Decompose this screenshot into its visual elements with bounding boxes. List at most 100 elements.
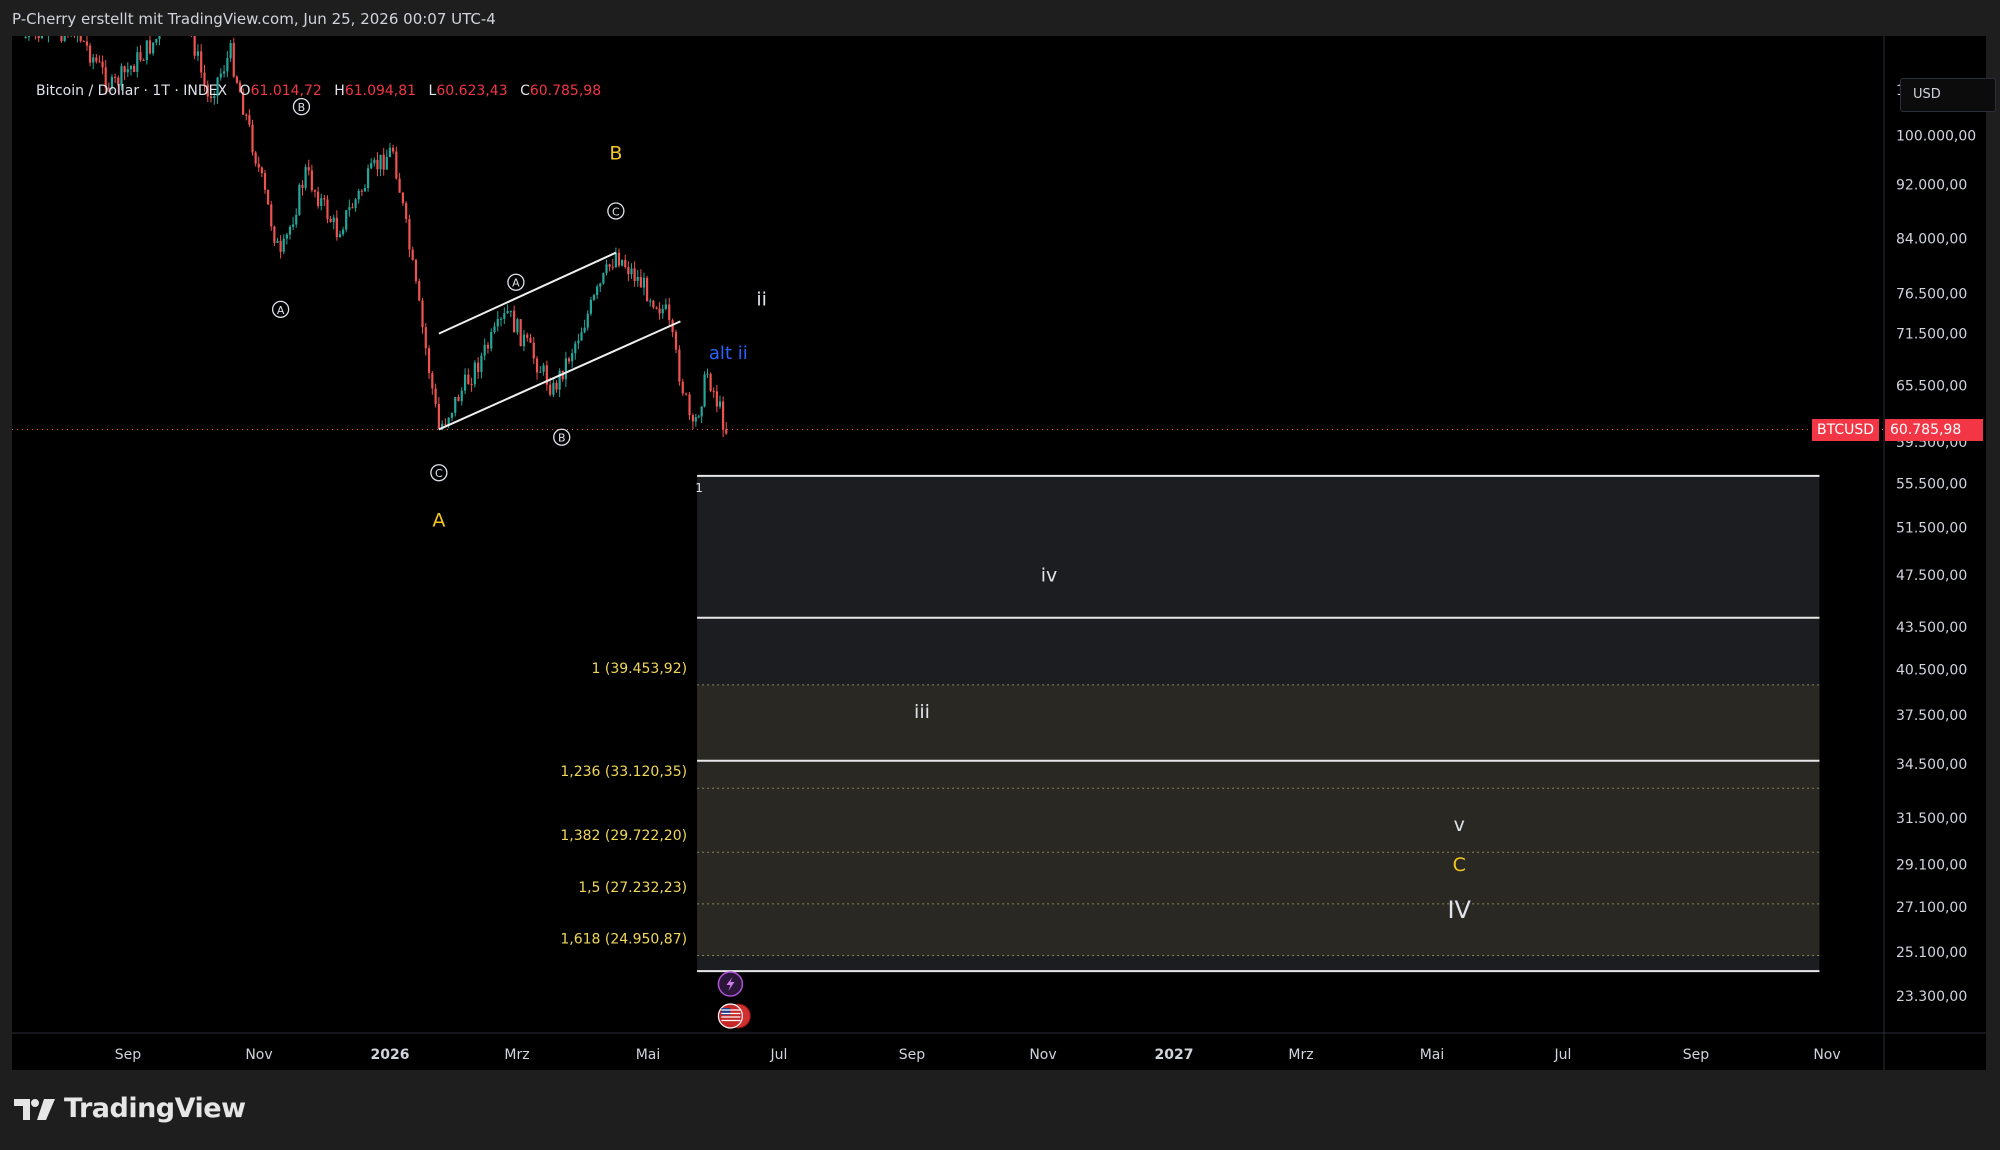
candle-body [379, 154, 382, 170]
candle-body [317, 191, 320, 206]
candle-body [411, 249, 414, 260]
candle-body [82, 41, 85, 43]
candle-body [529, 337, 532, 343]
candle-body [418, 281, 421, 301]
candle-body [357, 190, 360, 200]
candle-body [226, 58, 229, 72]
candle-body [460, 390, 463, 402]
candle-body [104, 67, 107, 88]
currency-selector[interactable]: USD [1900, 78, 1996, 112]
candle-body [421, 300, 424, 328]
last-price-value-tag: 60.785,98 [1885, 418, 1983, 441]
circled-wave-label: C [612, 205, 620, 218]
price-axis-tick: 31.500,00 [1896, 811, 1967, 827]
price-axis-tick: 84.000,00 [1896, 231, 1967, 247]
candle-body [480, 355, 483, 373]
candle-body [304, 167, 307, 188]
candle-body [307, 167, 310, 171]
candle-body [376, 159, 379, 170]
price-axis-tick: 65.500,00 [1896, 378, 1967, 394]
candle-body [671, 320, 674, 333]
candle-body [627, 267, 630, 275]
tradingview-logo[interactable]: TradingView [14, 1093, 246, 1124]
chart-area[interactable]: 1 (39.453,92) 1,236 (33.120,35) 1,382 (29.… [12, 36, 1996, 1070]
candle-body [326, 199, 329, 219]
candle-body [385, 156, 388, 170]
candle-body [688, 394, 691, 416]
candle-body [599, 283, 602, 287]
candle-body [586, 313, 589, 328]
candle-body [633, 268, 636, 281]
circled-wave-marker [607, 202, 625, 220]
time-axis-tick: Sep [899, 1047, 926, 1063]
fib-level-label: 1 (39.453,92) [592, 661, 688, 677]
fib-level-label: 1,236 (33.120,35) [560, 764, 687, 780]
candle-body [571, 353, 574, 362]
candle-body [674, 332, 678, 350]
candle-body [493, 326, 496, 332]
fib-level-label: 1,382 (29.722,20) [560, 828, 687, 844]
candle-body [152, 42, 155, 54]
symbol-legend[interactable]: Bitcoin / Dollar · 1T · INDEX O61.014,72… [36, 83, 601, 99]
candle-body [209, 96, 213, 99]
candle-body [614, 252, 617, 268]
candle-body [298, 184, 301, 215]
candle-body [200, 51, 203, 73]
candle-body [477, 362, 480, 373]
candle-body [583, 327, 586, 333]
candle-body [129, 66, 133, 70]
candle-body [348, 207, 351, 211]
candle-body [117, 77, 120, 86]
candle-body [196, 51, 200, 56]
candle-body [27, 36, 31, 37]
candle-body [248, 115, 251, 125]
wave-label: alt ii [709, 343, 748, 364]
circled-wave-marker [271, 300, 290, 319]
candle-body [506, 311, 509, 314]
candle-body [329, 218, 332, 223]
candle-body [351, 207, 354, 209]
candle-body [332, 217, 335, 223]
candle-body [98, 61, 101, 63]
open-value: 61.014,72 [250, 83, 322, 99]
candle-body [216, 77, 219, 97]
wave-label: IV [1447, 896, 1471, 924]
candle-body [323, 198, 326, 200]
wave-label: iv [1041, 564, 1058, 586]
candle-body [242, 92, 245, 115]
candle-body [267, 189, 270, 205]
candle-body [694, 417, 697, 422]
flag-canton [721, 1008, 731, 1015]
circled-wave-label: A [512, 277, 520, 290]
wave-label: iii [914, 701, 930, 723]
candle-body [427, 348, 431, 374]
price-axis-tick: 100.000,00 [1896, 128, 1976, 144]
low-key: L [428, 83, 437, 99]
candle-body [126, 69, 129, 73]
high-key: H [334, 83, 345, 99]
time-axis-tick: Mai [1420, 1047, 1445, 1063]
flag-circle [717, 1003, 743, 1029]
candle-body [522, 334, 526, 347]
candle-body [636, 276, 639, 281]
price-axis-tick: 25.100,00 [1896, 945, 1967, 961]
currency-label: USD [1913, 87, 1941, 102]
time-axis-tick: Mrz [504, 1047, 529, 1063]
candle-body [155, 38, 158, 43]
time-axis-tick: Mai [636, 1047, 661, 1063]
candle-body [401, 192, 404, 204]
candle-body [148, 40, 152, 54]
candle-body [483, 344, 486, 356]
price-chart[interactable]: 1 (39.453,92) 1,236 (33.120,35) 1,382 (29.… [12, 36, 1986, 1070]
marker-label: 1 [695, 481, 703, 495]
candle-body [382, 154, 385, 170]
candle-body [101, 61, 104, 68]
candle-body [434, 388, 437, 404]
wave-label: ii [756, 288, 767, 310]
candle-body [463, 374, 467, 391]
candle-body [608, 264, 611, 267]
candle-body [605, 264, 608, 274]
price-axis-tick: 34.500,00 [1896, 757, 1967, 773]
open-key: O [239, 83, 251, 99]
candle-body [592, 295, 596, 300]
